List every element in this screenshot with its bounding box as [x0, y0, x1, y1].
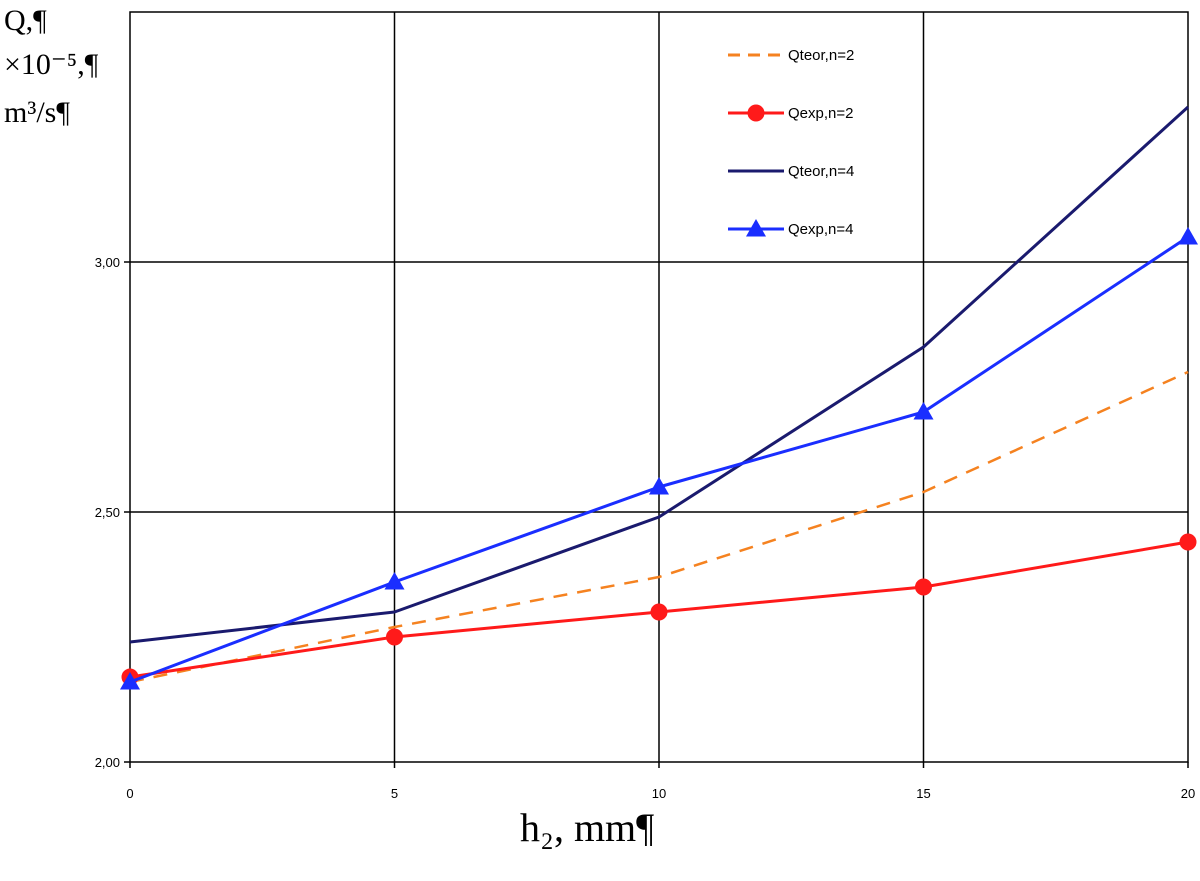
y-axis-label-line-3: m³/s¶: [4, 96, 70, 129]
series-2-point: [650, 603, 668, 621]
series-4-point: [384, 572, 405, 590]
series-4-point: [649, 477, 669, 495]
series-2-point: [386, 628, 403, 646]
x-tick-label: 0: [126, 786, 133, 801]
series-4-point: [1178, 227, 1198, 245]
legend-label-4: Qexp,n=4: [788, 221, 853, 238]
legend-label-2: Qexp,n=2: [788, 105, 853, 122]
legend-marker-2: [747, 104, 765, 122]
legend-marker-4: [746, 219, 766, 237]
x-tick-label: 15: [916, 786, 930, 801]
x-axis-label: h₂, mm¶: [520, 805, 655, 850]
series-line-3: [129, 105, 1190, 644]
y-tick-label: 3,00: [95, 255, 120, 270]
x-tick-label: 5: [391, 786, 398, 801]
series-2-point: [1179, 533, 1197, 551]
series-4-point: [120, 672, 140, 690]
series-2-point: [915, 578, 932, 596]
y-tick-label: 2,50: [95, 505, 120, 520]
y-axis-label-line-2: ×10⁻⁵,¶: [4, 48, 99, 81]
series-4-point: [913, 402, 934, 420]
legend-label-3: Qteor,n=4: [788, 163, 854, 180]
series-line-1: [129, 370, 1189, 684]
x-tick-label: 20: [1181, 786, 1195, 801]
x-tick-label: 10: [652, 786, 666, 801]
y-tick-label: 2,00: [95, 755, 120, 770]
legend-label-1: Qteor,n=2: [788, 47, 854, 64]
y-axis-label-line-1: Q,¶: [4, 4, 47, 37]
